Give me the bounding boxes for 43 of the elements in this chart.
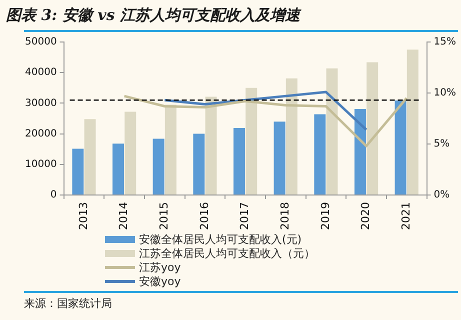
y2-tick-label: 0% <box>434 190 450 201</box>
bar <box>354 109 366 195</box>
y-tick-label: 0 <box>50 190 57 201</box>
source-note: 来源：国家统计局 <box>24 296 112 311</box>
bar <box>84 119 96 195</box>
bar <box>326 68 338 195</box>
bar <box>205 96 217 195</box>
x-tick-label: 2019 <box>318 202 332 230</box>
legend-label: 江苏yoy <box>139 260 181 274</box>
bar <box>193 134 205 195</box>
bar <box>366 62 378 195</box>
bar <box>246 88 258 195</box>
y2-tick-label: 5% <box>434 138 450 150</box>
bar <box>152 138 164 195</box>
bar <box>164 104 176 195</box>
x-tick-label: 2017 <box>238 202 252 230</box>
x-tick-label: 2016 <box>198 202 211 230</box>
bar <box>274 122 286 195</box>
y-tick-label: 30000 <box>25 98 57 109</box>
y-tick-label: 20000 <box>25 128 57 140</box>
bar <box>406 50 418 195</box>
bar <box>286 78 298 195</box>
y-tick-label: 10000 <box>25 159 57 170</box>
legend-label: 安徽yoy <box>139 274 181 288</box>
bar <box>394 100 406 195</box>
bar <box>314 114 326 195</box>
bar <box>72 148 84 195</box>
x-tick-label: 2020 <box>359 202 372 230</box>
y-tick-label: 40000 <box>25 67 57 78</box>
bar <box>112 144 124 195</box>
chart-title: 图表 3: 安徽 vs 江苏人均可支配收入及增速 <box>6 6 300 25</box>
x-tick-label: 2013 <box>76 202 90 230</box>
x-tick-label: 2014 <box>117 202 130 230</box>
x-tick-label: 2015 <box>157 202 170 230</box>
bar <box>124 112 136 195</box>
y2-tick-label: 10% <box>434 88 456 99</box>
bar <box>233 128 245 195</box>
x-tick-label: 2021 <box>399 202 412 230</box>
legend-label: 安徽全体居民人均可支配收入(元) <box>139 232 302 246</box>
x-tick-label: 2018 <box>278 202 292 230</box>
y-tick-label: 50000 <box>25 36 57 48</box>
legend-label: 江苏全体居民人均可支配收入（元） <box>139 246 315 260</box>
y2-tick-label: 15% <box>434 36 456 48</box>
